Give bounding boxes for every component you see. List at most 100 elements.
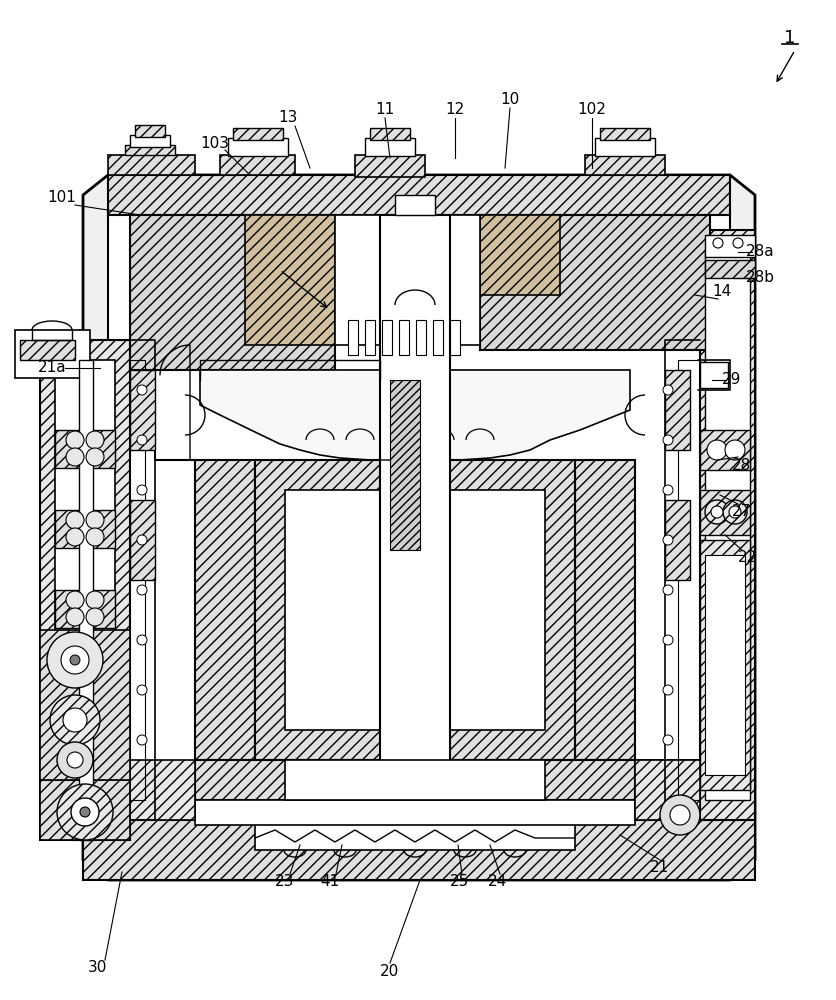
Polygon shape xyxy=(130,215,334,370)
Bar xyxy=(130,500,155,580)
Text: 28: 28 xyxy=(732,458,751,473)
Bar xyxy=(704,260,754,278)
Circle shape xyxy=(660,795,699,835)
Bar xyxy=(15,330,90,378)
Circle shape xyxy=(86,511,104,529)
Circle shape xyxy=(67,752,83,768)
Bar xyxy=(135,125,165,137)
Bar xyxy=(399,320,409,355)
Bar xyxy=(55,430,115,468)
Circle shape xyxy=(728,506,740,518)
Bar xyxy=(348,320,358,355)
Text: 1: 1 xyxy=(783,29,795,47)
Polygon shape xyxy=(390,380,420,550)
Circle shape xyxy=(662,385,672,395)
Circle shape xyxy=(662,485,672,495)
Circle shape xyxy=(86,431,104,449)
Bar xyxy=(55,590,115,628)
Circle shape xyxy=(722,500,746,524)
Bar xyxy=(415,320,426,355)
Circle shape xyxy=(662,435,672,445)
Bar xyxy=(599,128,650,140)
Circle shape xyxy=(706,440,726,460)
Circle shape xyxy=(137,585,147,595)
Circle shape xyxy=(137,485,147,495)
Bar xyxy=(354,155,425,177)
Circle shape xyxy=(137,435,147,445)
Circle shape xyxy=(57,784,113,840)
Text: 24: 24 xyxy=(487,874,507,890)
Bar xyxy=(699,362,727,388)
Text: 13: 13 xyxy=(278,110,298,125)
Polygon shape xyxy=(635,760,699,820)
Bar xyxy=(380,215,450,765)
Polygon shape xyxy=(108,175,729,215)
Text: 29: 29 xyxy=(721,372,741,387)
Bar xyxy=(704,555,744,775)
Text: 11: 11 xyxy=(375,103,394,117)
Circle shape xyxy=(50,695,99,745)
Circle shape xyxy=(712,238,722,248)
Polygon shape xyxy=(245,215,334,345)
Circle shape xyxy=(63,708,87,732)
Text: 28a: 28a xyxy=(745,244,773,259)
Circle shape xyxy=(137,735,147,745)
Bar xyxy=(255,800,574,850)
Circle shape xyxy=(86,448,104,466)
Circle shape xyxy=(662,635,672,645)
Circle shape xyxy=(662,535,672,545)
Bar xyxy=(195,800,635,825)
Bar xyxy=(395,195,435,215)
Circle shape xyxy=(137,535,147,545)
Polygon shape xyxy=(125,145,175,155)
Bar xyxy=(364,320,375,355)
Circle shape xyxy=(47,632,103,688)
Circle shape xyxy=(732,238,742,248)
Bar xyxy=(55,510,115,548)
Circle shape xyxy=(71,798,99,826)
Circle shape xyxy=(66,608,84,626)
Text: 21: 21 xyxy=(650,860,669,876)
Circle shape xyxy=(86,591,104,609)
Circle shape xyxy=(662,735,672,745)
Polygon shape xyxy=(40,630,130,780)
Text: 23: 23 xyxy=(275,874,294,890)
Bar xyxy=(227,138,288,156)
Bar xyxy=(195,460,255,760)
Bar xyxy=(285,490,544,730)
Bar xyxy=(20,340,75,360)
Bar xyxy=(704,250,749,800)
Bar xyxy=(665,500,689,580)
Polygon shape xyxy=(40,340,130,840)
Text: 20: 20 xyxy=(380,964,399,980)
Bar xyxy=(704,235,754,257)
Circle shape xyxy=(137,685,147,695)
Text: 25: 25 xyxy=(450,874,469,890)
Polygon shape xyxy=(108,195,729,860)
Bar xyxy=(381,320,391,355)
Text: 102: 102 xyxy=(577,103,606,117)
Polygon shape xyxy=(584,155,665,175)
Text: 28b: 28b xyxy=(745,270,773,286)
Circle shape xyxy=(70,655,80,665)
Circle shape xyxy=(80,807,90,817)
Polygon shape xyxy=(108,155,195,175)
Circle shape xyxy=(137,385,147,395)
Circle shape xyxy=(662,685,672,695)
Text: 22: 22 xyxy=(737,550,757,566)
Circle shape xyxy=(669,805,689,825)
Text: 101: 101 xyxy=(48,190,76,206)
Polygon shape xyxy=(195,760,635,800)
Bar xyxy=(370,128,410,140)
Bar xyxy=(364,138,415,156)
Circle shape xyxy=(86,608,104,626)
Polygon shape xyxy=(40,780,130,840)
Bar xyxy=(594,138,655,156)
Circle shape xyxy=(66,448,84,466)
Text: 14: 14 xyxy=(711,284,731,300)
Text: 10: 10 xyxy=(500,93,519,107)
Bar xyxy=(699,540,749,790)
Circle shape xyxy=(137,635,147,645)
Text: 21a: 21a xyxy=(38,360,66,375)
Bar xyxy=(130,135,170,147)
